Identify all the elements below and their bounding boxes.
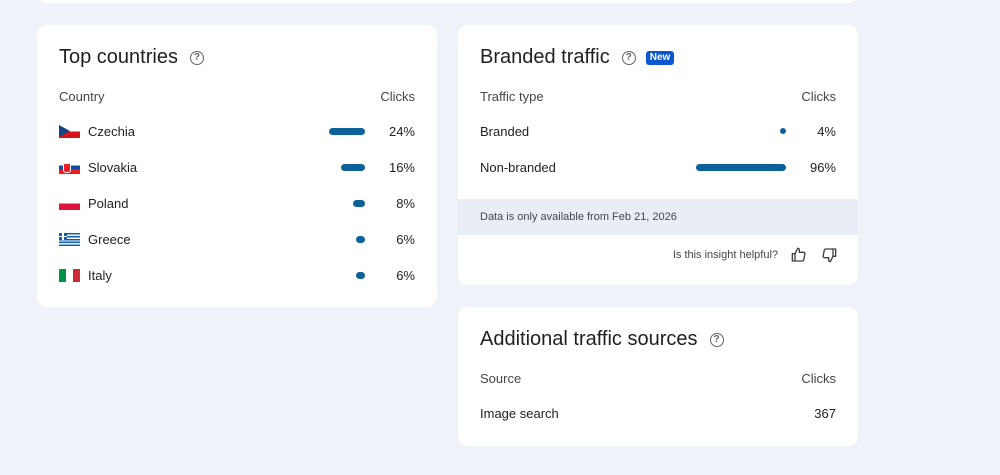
top-countries-card: Top countries ? Country Clicks Czechia 2… — [37, 25, 437, 307]
clicks-bar — [696, 163, 786, 171]
clicks-value: 24% — [388, 123, 415, 139]
country-name: Slovakia — [88, 159, 138, 175]
table-header: Traffic type Clicks — [480, 89, 836, 104]
traffic-type: Non-branded — [480, 159, 556, 175]
card-title-text: Branded traffic — [480, 46, 610, 68]
branded-traffic-title: Branded traffic ? New — [480, 46, 675, 69]
column-header-clicks: Clicks — [801, 371, 836, 386]
column-header-country: Country — [59, 89, 105, 104]
greece-flag-icon — [59, 232, 80, 246]
data-availability-notice: Data is only available from Feb 21, 2026 — [458, 199, 858, 235]
branded-traffic-card: Branded traffic ? New Traffic type Click… — [458, 25, 858, 285]
table-row[interactable]: Poland 8% — [59, 193, 415, 213]
table-header: Country Clicks — [59, 89, 415, 104]
thumb-down-icon[interactable] — [820, 246, 838, 264]
country-name: Poland — [88, 195, 129, 211]
column-header-clicks: Clicks — [801, 89, 836, 104]
help-icon[interactable]: ? — [189, 50, 204, 65]
table-row[interactable]: Branded 4% — [480, 121, 836, 141]
clicks-value: 4% — [817, 123, 836, 139]
slovakia-flag-icon — [59, 160, 80, 174]
feedback-prompt: Is this insight helpful? — [672, 249, 778, 261]
country-name: Czechia — [88, 123, 135, 139]
table-row[interactable]: Italy 6% — [59, 265, 415, 285]
table-row[interactable]: Slovakia 16% — [59, 157, 415, 177]
help-icon[interactable]: ? — [621, 50, 636, 65]
clicks-value: 16% — [388, 159, 415, 175]
table-header: Source Clicks — [480, 371, 836, 386]
top-countries-title: Top countries ? — [59, 46, 204, 69]
clicks-bar — [780, 128, 786, 134]
clicks-bar — [341, 163, 365, 171]
czechia-flag-icon — [59, 124, 80, 138]
clicks-value: 367 — [814, 405, 836, 421]
table-row[interactable]: Greece 6% — [59, 229, 415, 249]
additional-sources-title: Additional traffic sources ? — [480, 328, 724, 351]
poland-flag-icon — [59, 196, 80, 210]
clicks-bar — [356, 235, 365, 243]
previous-card-fragment — [37, 0, 858, 3]
column-header-source: Source — [480, 371, 522, 386]
clicks-value: 8% — [396, 195, 415, 211]
clicks-value: 6% — [396, 231, 415, 247]
clicks-value: 6% — [396, 267, 415, 283]
clicks-bar — [329, 127, 365, 135]
thumb-up-icon[interactable] — [790, 246, 808, 264]
card-title-text: Additional traffic sources — [480, 328, 698, 350]
column-header-traffic-type: Traffic type — [480, 89, 544, 104]
source-name: Image search — [480, 405, 559, 421]
table-row[interactable]: Non-branded 96% — [480, 157, 836, 177]
additional-traffic-sources-card: Additional traffic sources ? Source Clic… — [458, 307, 858, 446]
italy-flag-icon — [59, 268, 80, 282]
clicks-value: 96% — [809, 159, 836, 175]
new-badge: New — [645, 50, 675, 65]
clicks-bar — [356, 271, 365, 279]
help-icon[interactable]: ? — [709, 332, 724, 347]
card-title-text: Top countries — [59, 46, 178, 68]
insight-feedback: Is this insight helpful? — [673, 246, 838, 264]
table-row[interactable]: Image search 367 — [480, 403, 836, 423]
traffic-type: Branded — [480, 123, 530, 139]
country-name: Italy — [88, 267, 112, 283]
column-header-clicks: Clicks — [380, 89, 415, 104]
country-name: Greece — [88, 231, 131, 247]
clicks-bar — [353, 199, 365, 207]
table-row[interactable]: Czechia 24% — [59, 121, 415, 141]
